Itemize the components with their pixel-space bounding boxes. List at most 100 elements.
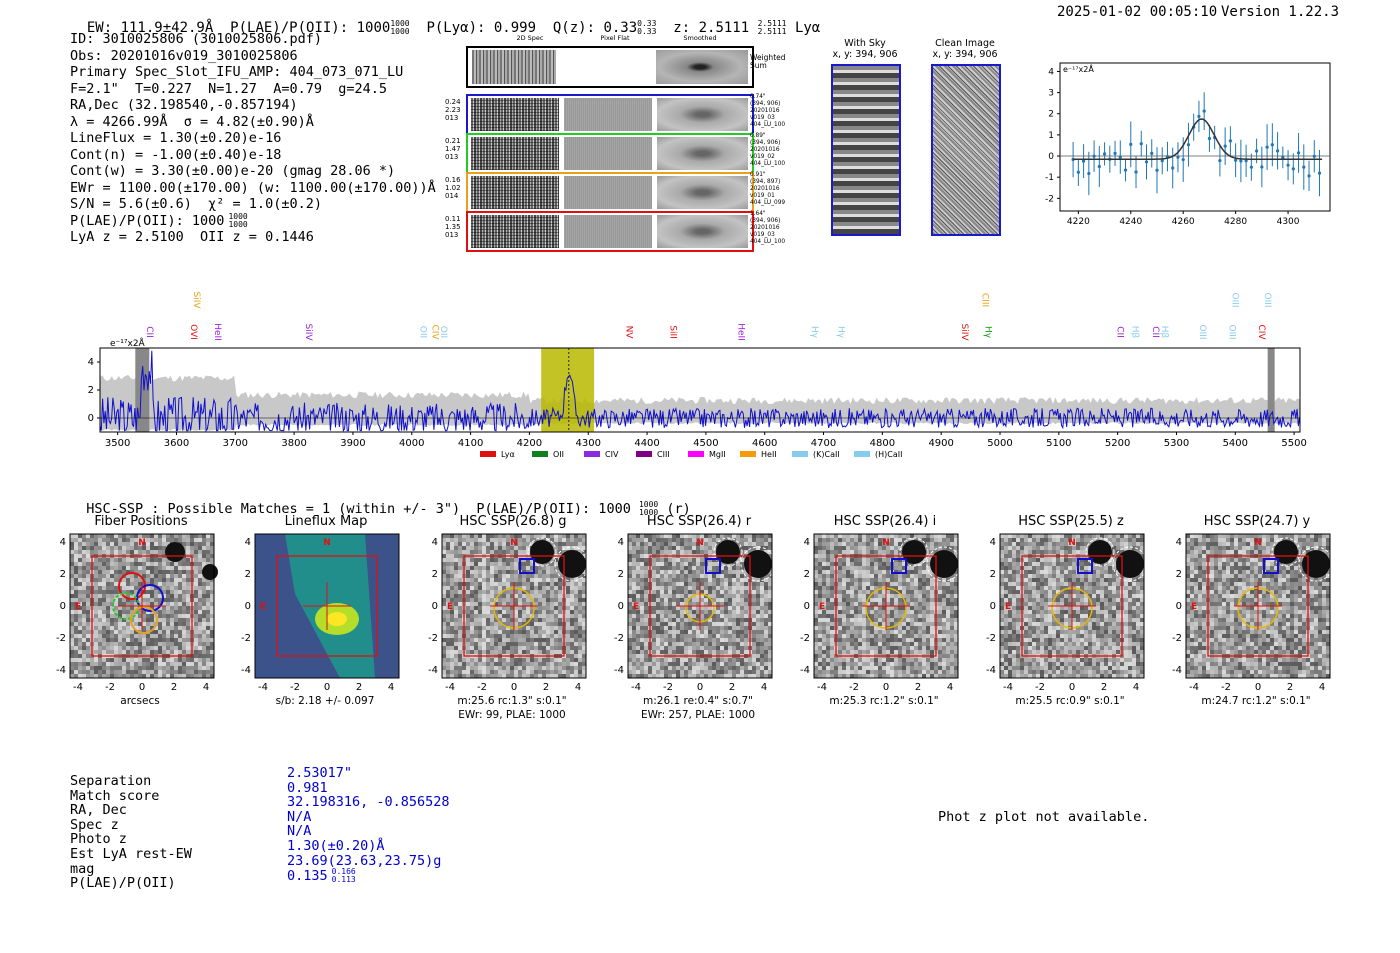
fit-point: [1312, 154, 1316, 158]
hsc-panel-title: HSC SSP(26.8) g: [459, 514, 567, 529]
hsc-pixel: [110, 578, 114, 582]
hsc-pixel: [882, 538, 886, 542]
hsc-pixel: [94, 610, 98, 614]
hsc-pixel: [182, 630, 186, 634]
hsc-pixel: [522, 634, 526, 638]
hsc-pixel: [700, 638, 704, 642]
hsc-pixel: [636, 546, 640, 550]
hsc-pixel: [664, 582, 668, 586]
hsc-pixel: [150, 610, 154, 614]
hsc-pixel: [752, 590, 756, 594]
hsc-pixel: [644, 554, 648, 558]
hsc-pixel: [640, 642, 644, 646]
hsc-pixel: [566, 658, 570, 662]
hsc-pixel: [644, 550, 648, 554]
hsc-pixel: [130, 634, 134, 638]
hsc-pixel: [704, 670, 708, 674]
hsc-pixel: [130, 642, 134, 646]
hsc-pixel: [636, 666, 640, 670]
hsc-pixel: [554, 570, 558, 574]
hsc-pixel: [546, 618, 550, 622]
hsc-pixel: [578, 614, 582, 618]
hsc-pixel: [768, 590, 772, 594]
hsc-pixel: [838, 542, 842, 546]
hsc-pixel: [102, 670, 106, 674]
hsc-pixel: [582, 582, 586, 586]
hsc-pixel: [106, 542, 110, 546]
fit-point: [1150, 151, 1154, 155]
hsc-pixel: [736, 634, 740, 638]
hsc-pixel: [850, 590, 854, 594]
hsc-pixel: [748, 538, 752, 542]
hsc-pixel: [454, 562, 458, 566]
hsc-pixel: [918, 562, 922, 566]
hsc-pixel: [130, 666, 134, 670]
hsc-pixel: [918, 590, 922, 594]
emission-line-label: NV: [624, 326, 634, 340]
hsc-pixel: [466, 574, 470, 578]
hsc-pixel: [506, 666, 510, 670]
hsc-pixel: [182, 666, 186, 670]
hsc-pixel: [78, 630, 82, 634]
hsc-pixel: [708, 606, 712, 610]
hsc-pixel: [954, 602, 958, 606]
hsc-pixel: [926, 542, 930, 546]
hsc-pixel: [834, 538, 838, 542]
hsc-pixel: [526, 534, 530, 538]
hsc-pixel: [672, 646, 676, 650]
hsc-pixel: [186, 646, 190, 650]
hsc-pixel: [720, 574, 724, 578]
hsc-pixel: [462, 666, 466, 670]
hsc-pixel: [862, 598, 866, 602]
hsc-pixel: [926, 582, 930, 586]
hsc-pixel: [474, 586, 478, 590]
hsc-pixel: [830, 534, 834, 538]
fit-point: [1228, 139, 1232, 143]
hsc-pixel: [78, 554, 82, 558]
hsc-pixel: [744, 590, 748, 594]
hsc-pixel: [822, 586, 826, 590]
hsc-pixel: [486, 666, 490, 670]
hsc-pixel: [182, 642, 186, 646]
hsc-pixel: [178, 610, 182, 614]
hsc-pixel: [178, 582, 182, 586]
hsc-pixel: [628, 546, 632, 550]
hsc-pixel: [538, 642, 542, 646]
hsc-pixel: [712, 586, 716, 590]
hsc-pixel: [478, 538, 482, 542]
hsc-pixel: [70, 650, 74, 654]
hsc-pixel: [198, 590, 202, 594]
hsc-pixel: [744, 618, 748, 622]
hsc-pixel: [106, 574, 110, 578]
hsc-pixel: [902, 562, 906, 566]
hsc-pixel: [878, 562, 882, 566]
hsc-pixel: [462, 662, 466, 666]
hsc-pixel: [134, 562, 138, 566]
hsc-pixel: [712, 618, 716, 622]
hsc-pixel: [186, 602, 190, 606]
hsc-pixel: [202, 602, 206, 606]
hsc-pixel: [664, 658, 668, 662]
hsc-pixel: [206, 538, 210, 542]
hsc-pixel: [574, 594, 578, 598]
hsc-pixel: [150, 650, 154, 654]
cutout-row: [466, 133, 754, 174]
hsc-pixel: [474, 578, 478, 582]
hsc-pixel: [752, 654, 756, 658]
hsc-pixel: [854, 546, 858, 550]
hsc-pixel: [470, 594, 474, 598]
hsc-pixel: [446, 562, 450, 566]
hsc-pixel: [458, 554, 462, 558]
hsc-pixel: [542, 566, 546, 570]
hsc-pixel: [570, 634, 574, 638]
hsc-pixel: [490, 598, 494, 602]
hsc-pixel: [178, 578, 182, 582]
hsc-pixel: [194, 638, 198, 642]
hsc-pixel: [554, 658, 558, 662]
hsc-pixel: [510, 538, 514, 542]
hsc-pixel: [716, 538, 720, 542]
hsc-pixel: [126, 562, 130, 566]
hsc-pixel: [696, 586, 700, 590]
hsc-pixel: [182, 570, 186, 574]
